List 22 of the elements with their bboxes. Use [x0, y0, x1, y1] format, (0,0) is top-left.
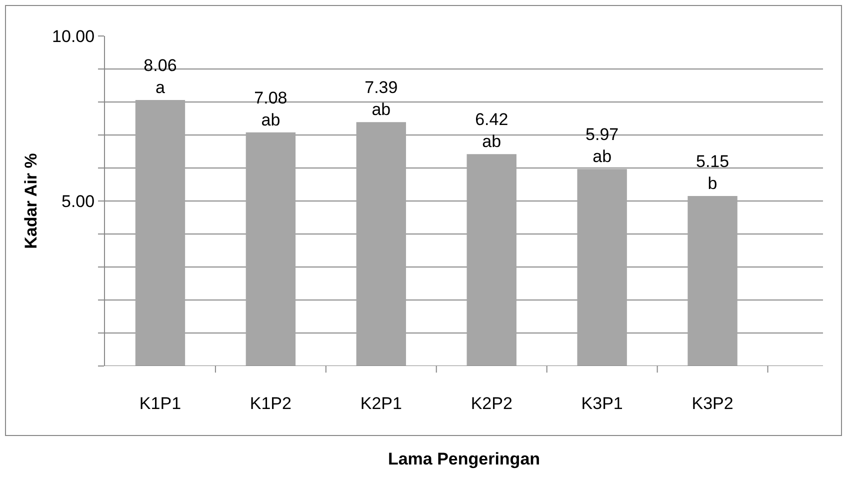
data-label: 5.15 b: [696, 152, 730, 194]
bar: [688, 196, 738, 366]
bar: [577, 168, 627, 366]
data-label: 7.39 ab: [364, 78, 398, 120]
x-axis-title: Lama Pengeringan: [388, 449, 540, 468]
y-tick-label: 10.00: [52, 26, 95, 46]
x-tick-label: K1P2: [250, 394, 292, 413]
x-tick-label: K3P1: [581, 394, 623, 413]
x-tick-label: K2P1: [360, 394, 402, 413]
data-label: 5.97 ab: [586, 124, 619, 166]
x-tick-label: K3P2: [692, 394, 734, 413]
bar: [246, 132, 296, 366]
y-axis-title: Kadar Air %: [22, 153, 41, 249]
data-label: 8.06 a: [144, 56, 177, 98]
data-label: 7.08 ab: [254, 88, 288, 130]
y-tick-label: 5.00: [62, 192, 95, 211]
x-tick-label: K1P1: [139, 394, 182, 413]
bar: [356, 122, 406, 366]
bar: [466, 154, 516, 366]
x-tick-label: K2P2: [470, 394, 512, 413]
data-label: 6.42 ab: [475, 110, 508, 152]
bar: [135, 100, 186, 366]
